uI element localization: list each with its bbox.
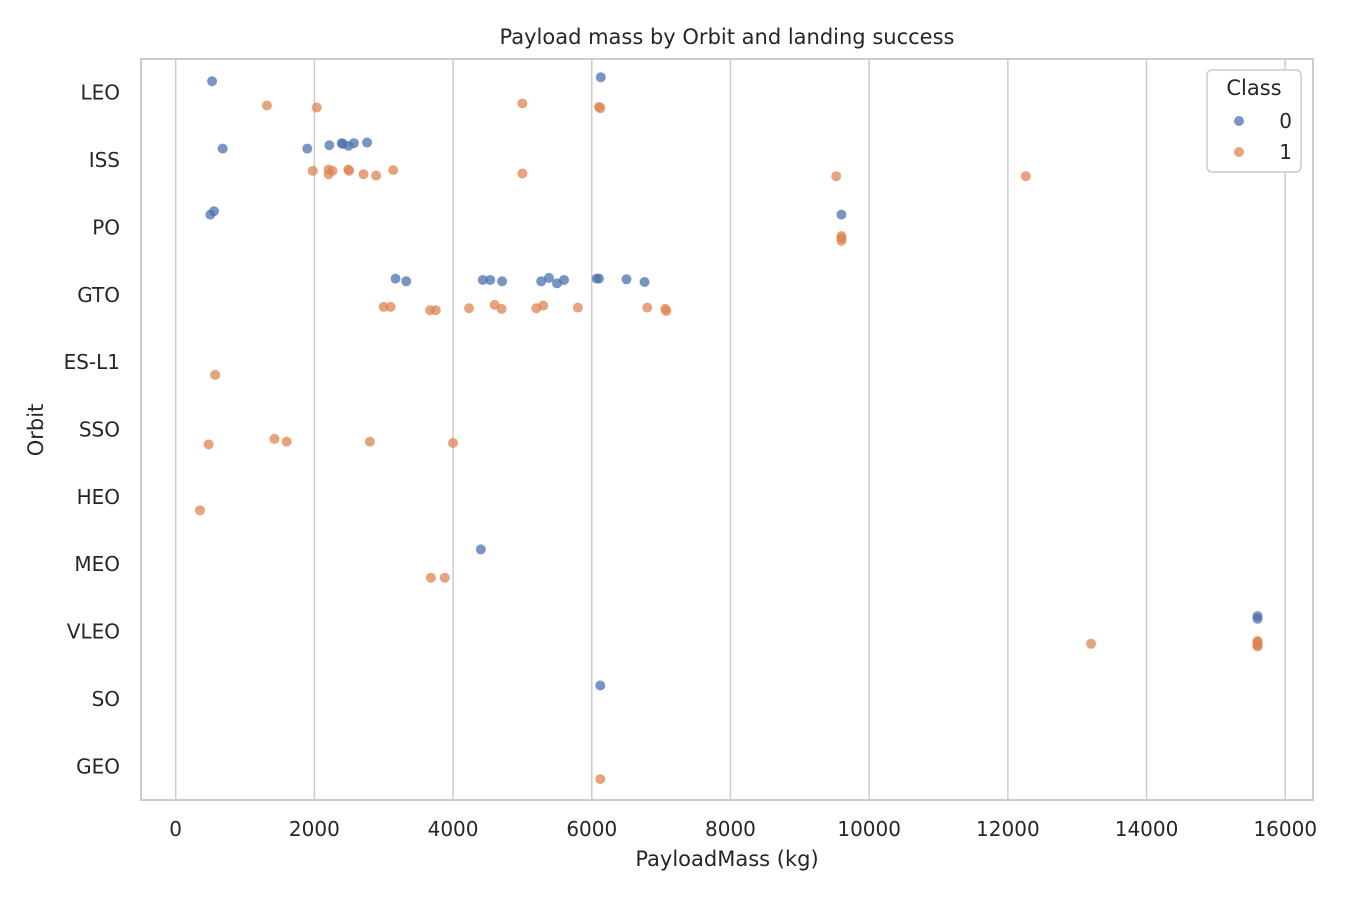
data-point-class-0-18 bbox=[536, 276, 547, 287]
data-point-class-0-4 bbox=[324, 140, 335, 151]
data-point-class-0-9 bbox=[362, 137, 373, 148]
x-tick-label-10000: 10000 bbox=[837, 817, 901, 841]
data-point-class-1-41 bbox=[439, 572, 450, 583]
data-points bbox=[194, 72, 1263, 785]
data-point-class-1-5 bbox=[307, 165, 318, 176]
y-tick-label-heo: HEO bbox=[77, 485, 120, 509]
y-tick-label-sso: SSO bbox=[79, 418, 120, 442]
y-tick-label-po: PO bbox=[92, 215, 120, 239]
data-point-class-0-25 bbox=[639, 276, 650, 287]
data-point-class-1-34 bbox=[203, 439, 214, 450]
data-point-class-0-2 bbox=[217, 143, 228, 154]
data-point-class-0-23 bbox=[593, 273, 604, 284]
data-point-class-0-11 bbox=[209, 206, 220, 217]
data-point-class-1-1 bbox=[311, 102, 322, 113]
legend-title: Class bbox=[1226, 76, 1281, 100]
legend-label-class-1: 1 bbox=[1279, 140, 1292, 164]
data-point-class-1-4 bbox=[595, 103, 606, 114]
data-point-class-1-10 bbox=[344, 165, 355, 176]
y-tick-label-meo: MEO bbox=[74, 552, 120, 576]
data-point-class-1-2 bbox=[517, 98, 528, 109]
y-tick-label-leo: LEO bbox=[80, 81, 120, 105]
legend-box bbox=[1206, 69, 1302, 173]
data-point-class-1-47 bbox=[1252, 641, 1263, 652]
data-point-class-0-14 bbox=[401, 276, 412, 287]
x-tick-label-14000: 14000 bbox=[1115, 817, 1179, 841]
chart-title: Payload mass by Orbit and landing succes… bbox=[500, 25, 955, 49]
data-point-class-0-24 bbox=[621, 274, 632, 285]
data-point-class-0-8 bbox=[348, 138, 359, 149]
vertical-gridlines bbox=[174, 59, 1287, 800]
data-point-class-1-30 bbox=[642, 302, 653, 313]
y-tick-label-geo: GEO bbox=[76, 754, 120, 778]
data-point-class-1-15 bbox=[831, 171, 842, 182]
y-tick-labels: LEO ISS PO GTO ES-L1 SSO HEO MEO VLEO SO GEO bbox=[64, 81, 120, 779]
data-point-class-0-13 bbox=[390, 273, 401, 284]
data-point-class-1-48 bbox=[595, 774, 606, 785]
y-tick-label-so: SO bbox=[92, 687, 120, 711]
legend-marker-class-1 bbox=[1234, 147, 1244, 157]
y-axis-label: Orbit bbox=[24, 404, 48, 457]
data-point-class-0-19 bbox=[543, 272, 554, 283]
data-point-class-1-37 bbox=[364, 436, 375, 447]
legend-label-class-0: 0 bbox=[1279, 109, 1292, 133]
y-tick-label-iss: ISS bbox=[89, 148, 120, 172]
data-point-class-0-26 bbox=[475, 544, 486, 555]
data-point-class-0-28 bbox=[1252, 613, 1263, 624]
data-point-class-0-0 bbox=[207, 76, 218, 87]
data-point-class-0-15 bbox=[477, 274, 488, 285]
data-point-class-1-28 bbox=[538, 300, 549, 311]
data-point-class-0-1 bbox=[595, 72, 606, 83]
x-tick-label-0: 0 bbox=[169, 817, 182, 841]
legend: Class 0 1 bbox=[1206, 69, 1302, 173]
data-point-class-1-14 bbox=[517, 168, 528, 179]
data-point-class-1-8 bbox=[323, 164, 334, 175]
x-tick-label-6000: 6000 bbox=[566, 817, 617, 841]
x-tick-label-16000: 16000 bbox=[1253, 817, 1317, 841]
y-tick-label-gto: GTO bbox=[77, 283, 120, 307]
x-tick-label-2000: 2000 bbox=[289, 817, 340, 841]
data-point-class-1-26 bbox=[496, 303, 507, 314]
x-tick-label-12000: 12000 bbox=[976, 817, 1040, 841]
data-point-class-1-11 bbox=[358, 169, 369, 180]
x-tick-label-8000: 8000 bbox=[705, 817, 756, 841]
data-point-class-1-13 bbox=[388, 165, 399, 176]
data-point-class-0-29 bbox=[595, 680, 606, 691]
data-point-class-1-29 bbox=[572, 302, 583, 313]
data-point-class-1-20 bbox=[378, 301, 389, 312]
data-point-class-1-24 bbox=[464, 303, 475, 314]
data-point-class-1-33 bbox=[210, 369, 221, 380]
data-point-class-1-19 bbox=[836, 235, 847, 246]
x-axis-label: PayloadMass (kg) bbox=[635, 847, 818, 871]
legend-marker-class-0 bbox=[1234, 116, 1244, 126]
data-point-class-1-12 bbox=[371, 170, 382, 181]
data-point-class-0-3 bbox=[302, 143, 313, 154]
data-point-class-0-16 bbox=[485, 274, 496, 285]
data-point-class-1-21 bbox=[385, 301, 396, 312]
data-point-class-0-21 bbox=[559, 274, 570, 285]
data-point-class-1-16 bbox=[1020, 171, 1031, 182]
y-tick-label-vleo: VLEO bbox=[67, 620, 120, 644]
data-point-class-0-12 bbox=[836, 209, 847, 220]
data-point-class-1-40 bbox=[425, 572, 436, 583]
data-point-class-1-42 bbox=[1086, 638, 1097, 649]
data-point-class-1-23 bbox=[430, 305, 441, 316]
data-point-class-1-32 bbox=[661, 305, 672, 316]
data-point-class-1-38 bbox=[448, 437, 459, 448]
data-point-class-1-36 bbox=[281, 436, 292, 447]
y-tick-label-es-l1: ES-L1 bbox=[64, 350, 120, 374]
x-tick-label-4000: 4000 bbox=[428, 817, 479, 841]
data-point-class-1-0 bbox=[261, 100, 272, 111]
data-point-class-1-35 bbox=[269, 433, 280, 444]
data-point-class-1-39 bbox=[194, 505, 205, 516]
x-tick-labels: 0 2000 4000 6000 8000 10000 12000 14000 16000 bbox=[169, 817, 1317, 841]
plot-frame bbox=[140, 58, 1314, 801]
data-point-class-0-17 bbox=[497, 276, 508, 287]
